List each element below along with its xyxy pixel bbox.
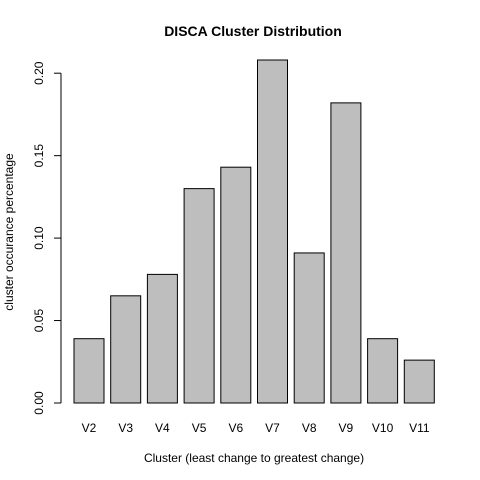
- bar-v4: [146, 273, 178, 404]
- bar-v6: [220, 166, 252, 404]
- x-axis-label: Cluster (least change to greatest change…: [144, 451, 364, 465]
- y-tick-label: 0.15: [32, 144, 46, 168]
- bar-v5: [183, 188, 215, 404]
- x-tick-label-v7: V7: [265, 421, 280, 435]
- bars: [73, 59, 435, 404]
- x-tick-label-v3: V3: [118, 421, 133, 435]
- x-tick-label-v10: V10: [372, 421, 394, 435]
- x-tick-label-v8: V8: [302, 421, 317, 435]
- bar-v11: [403, 359, 435, 404]
- x-tick-label-v11: V11: [409, 421, 430, 435]
- x-tick-label-v5: V5: [192, 421, 207, 435]
- bar-v2: [73, 338, 105, 404]
- y-tick-label: 0.05: [32, 309, 46, 333]
- x-tick-labels: V2 V3 V4 V5 V6 V7 V8 V9 V10 V11: [82, 421, 430, 435]
- bar-v7: [257, 59, 288, 404]
- chart-title: DISCA Cluster Distribution: [164, 23, 342, 39]
- x-tick-label-v9: V9: [339, 421, 354, 435]
- y-tick-label: 0.20: [32, 61, 46, 85]
- x-tick-label-v4: V4: [155, 421, 170, 435]
- x-tick-label-v2: V2: [82, 421, 97, 435]
- bar-v9: [330, 102, 362, 404]
- y-tick-label: 0.10: [32, 226, 46, 250]
- bar-v8: [293, 252, 325, 404]
- bar-v10: [367, 338, 399, 404]
- y-axis-label: cluster occurance percentage: [2, 153, 16, 311]
- bar-v3: [110, 295, 142, 404]
- y-tick-label: 0.00: [32, 391, 46, 415]
- x-tick-label-v6: V6: [228, 421, 243, 435]
- y-axis: 0.00 0.05 0.10 0.15 0.20: [32, 61, 62, 415]
